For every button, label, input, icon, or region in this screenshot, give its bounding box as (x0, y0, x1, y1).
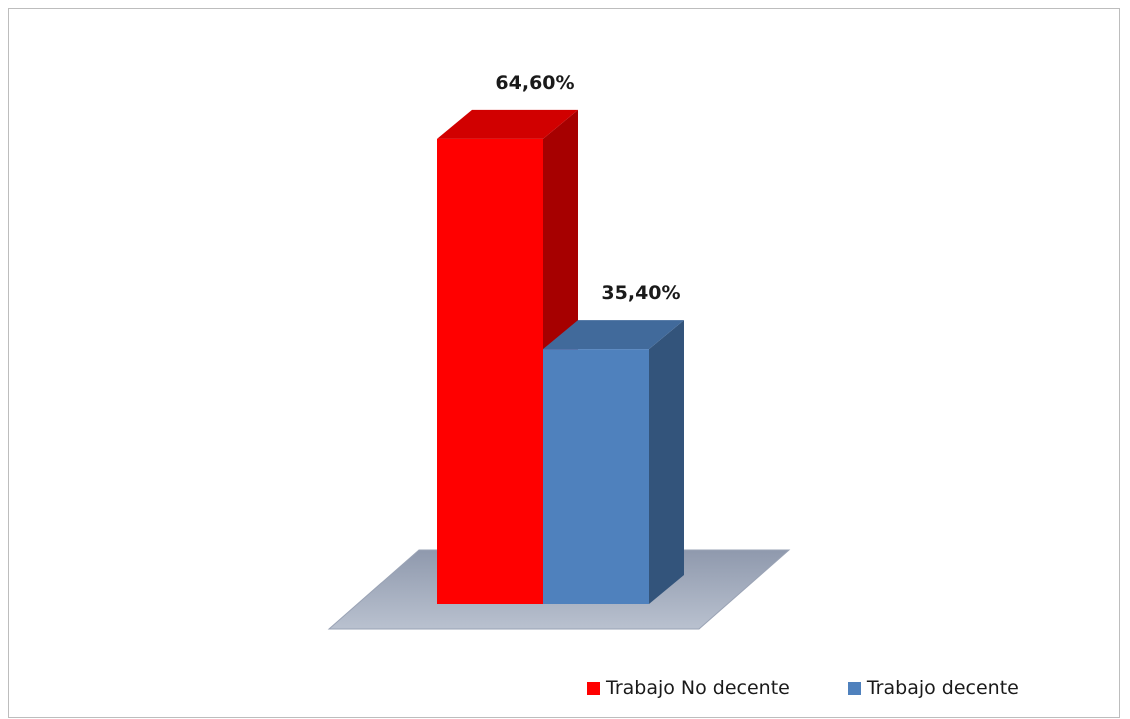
bar-decente (543, 320, 684, 604)
legend-label-decente: Trabajo decente (866, 677, 1019, 699)
chart-frame: 64,60% 35,40% Trabajo No decente Trabajo … (8, 8, 1120, 718)
legend-label-no-decente: Trabajo No decente (606, 677, 790, 699)
data-label-decente: 35,40% (601, 282, 680, 304)
legend-item-decente: Trabajo decente (847, 677, 1019, 699)
bar-front-decente (543, 349, 649, 604)
legend-swatch-decente (847, 681, 861, 695)
data-label-no-decente: 64,60% (495, 72, 574, 94)
bar-top-no-decente (437, 109, 578, 139)
bar-top-decente (543, 320, 684, 350)
bar-chart: 64,60% 35,40% (327, 72, 791, 630)
bar-front-no-decente (437, 138, 543, 604)
bar-side-decente (649, 320, 684, 604)
legend-swatch-no-decente (587, 681, 600, 695)
chart-legend: Trabajo No decente Trabajo decente (587, 677, 1019, 699)
legend-item-no-decente: Trabajo No decente (587, 677, 790, 699)
